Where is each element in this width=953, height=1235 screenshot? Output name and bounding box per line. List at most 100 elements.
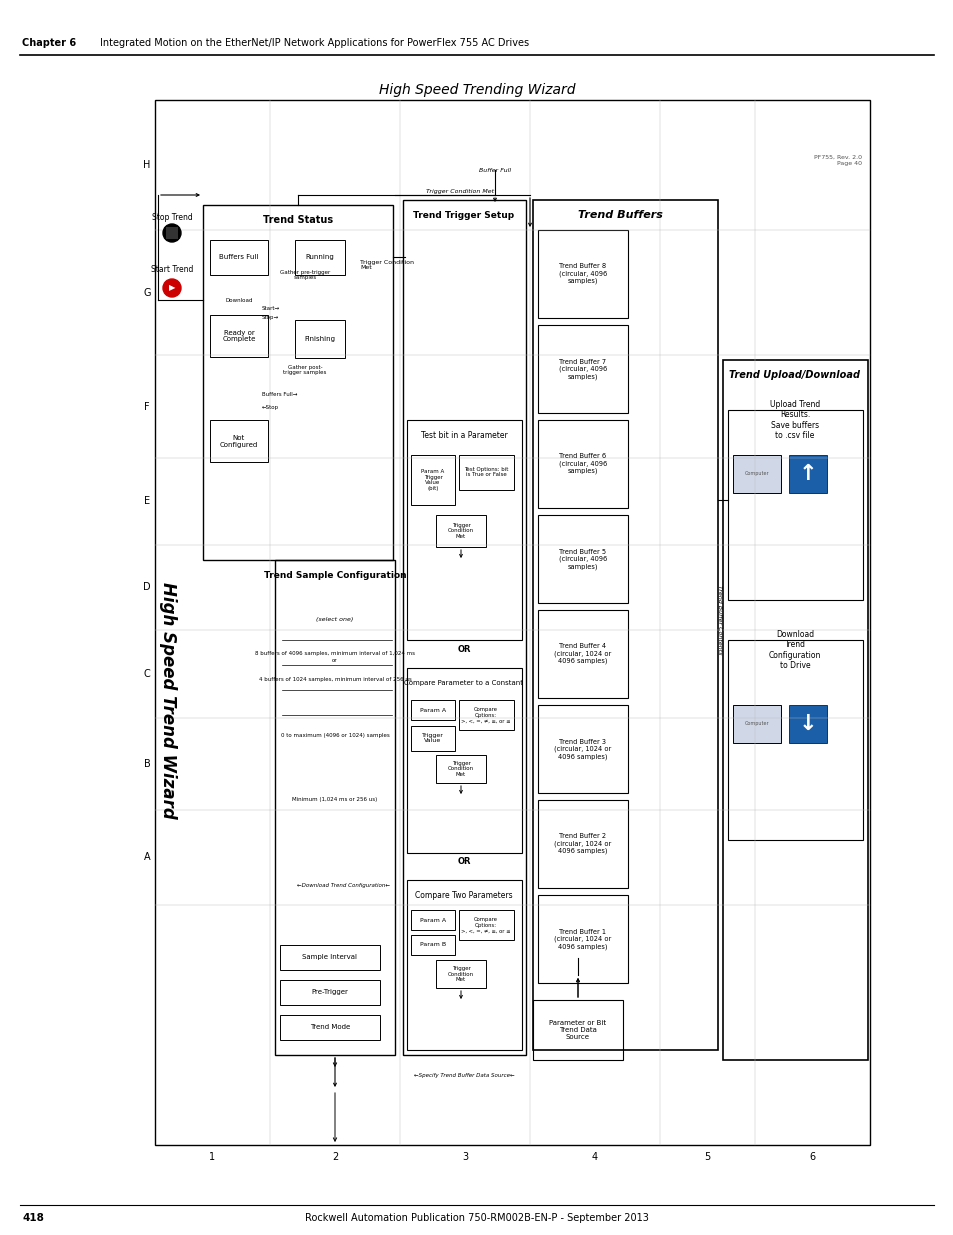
Text: Trigger Condition
Met: Trigger Condition Met xyxy=(359,259,414,270)
Text: E: E xyxy=(144,496,150,506)
Text: Upload Trend
Results.
Save buffers
to .csv file: Upload Trend Results. Save buffers to .c… xyxy=(769,400,820,440)
Text: G: G xyxy=(143,288,151,298)
Text: Trend Status: Trend Status xyxy=(263,215,333,225)
Text: Trigger
Condition
Met: Trigger Condition Met xyxy=(448,761,474,777)
Bar xyxy=(537,705,627,793)
Bar xyxy=(203,205,393,559)
Text: Compare Two Parameters: Compare Two Parameters xyxy=(415,890,513,899)
Text: Trend Buffer Contents: Trend Buffer Contents xyxy=(717,585,721,655)
Text: A: A xyxy=(144,852,151,862)
Text: 3: 3 xyxy=(461,1152,468,1162)
Bar xyxy=(732,454,781,493)
Text: D: D xyxy=(143,583,151,593)
Bar xyxy=(411,700,455,720)
Text: Trigger
Value: Trigger Value xyxy=(421,732,443,743)
Bar xyxy=(458,454,514,490)
Bar xyxy=(411,935,455,955)
Bar xyxy=(436,960,485,988)
Text: B: B xyxy=(144,760,151,769)
Bar xyxy=(407,420,521,640)
Text: Sample Interval: Sample Interval xyxy=(302,953,357,960)
Text: ↓: ↓ xyxy=(798,714,817,734)
Text: Finishing: Finishing xyxy=(304,336,335,342)
Text: Trend Buffer 8
(circular, 4096
samples): Trend Buffer 8 (circular, 4096 samples) xyxy=(558,263,606,284)
Text: Trigger Condition Met: Trigger Condition Met xyxy=(425,189,494,194)
Text: Trend Mode: Trend Mode xyxy=(310,1024,350,1030)
Bar xyxy=(727,410,862,600)
Text: Param B: Param B xyxy=(419,942,446,947)
Text: Integrated Motion on the EtherNet/IP Network Applications for PowerFlex 755 AC D: Integrated Motion on the EtherNet/IP Net… xyxy=(100,38,529,48)
Bar xyxy=(533,200,718,1050)
Text: Buffers Full→: Buffers Full→ xyxy=(262,393,297,398)
Text: Trend Upload/Download: Trend Upload/Download xyxy=(729,370,860,380)
Bar xyxy=(537,895,627,983)
Bar xyxy=(411,726,455,751)
Text: Trend Buffer 1
(circular, 1024 or
4096 samples): Trend Buffer 1 (circular, 1024 or 4096 s… xyxy=(554,929,611,950)
Text: 6: 6 xyxy=(808,1152,815,1162)
Bar xyxy=(458,910,514,940)
Bar xyxy=(407,881,521,1050)
Text: Compare
Options:
>, <, =, ≠, ≥, or ≤: Compare Options: >, <, =, ≠, ≥, or ≤ xyxy=(460,706,510,724)
Circle shape xyxy=(163,279,181,296)
Bar xyxy=(210,420,268,462)
Text: Stop→: Stop→ xyxy=(262,315,279,321)
Text: 4: 4 xyxy=(591,1152,598,1162)
Text: OR: OR xyxy=(456,857,470,867)
Text: 5: 5 xyxy=(703,1152,710,1162)
Bar xyxy=(436,515,485,547)
Bar xyxy=(402,200,525,1055)
Text: Param A: Param A xyxy=(419,708,446,713)
Bar xyxy=(727,640,862,840)
Text: ←Stop: ←Stop xyxy=(262,405,279,410)
Text: Not
Configured: Not Configured xyxy=(219,435,258,447)
Bar xyxy=(436,755,485,783)
Bar xyxy=(788,454,826,493)
Bar xyxy=(280,981,379,1005)
Bar xyxy=(280,945,379,969)
Text: Ready or
Complete: Ready or Complete xyxy=(222,330,255,342)
Text: Param A
Trigger
Value
(bit): Param A Trigger Value (bit) xyxy=(421,469,444,492)
Bar xyxy=(537,325,627,412)
Text: Running: Running xyxy=(305,254,334,261)
Text: Parameter or Bit
Trend Data
Source: Parameter or Bit Trend Data Source xyxy=(549,1020,606,1040)
Text: F: F xyxy=(144,401,150,411)
Bar xyxy=(411,454,455,505)
Text: Trend Buffers: Trend Buffers xyxy=(577,210,661,220)
Text: Buffers Full: Buffers Full xyxy=(219,254,258,261)
Bar xyxy=(280,1015,379,1040)
Text: 4 buffers of 1024 samples, minimum interval of 256 us: 4 buffers of 1024 samples, minimum inter… xyxy=(258,677,411,682)
Text: Trend Buffer 6
(circular, 4096
samples): Trend Buffer 6 (circular, 4096 samples) xyxy=(558,453,606,474)
Text: Param A: Param A xyxy=(419,918,446,923)
Text: Trend Buffer 5
(circular, 4096
samples): Trend Buffer 5 (circular, 4096 samples) xyxy=(558,548,606,569)
Bar xyxy=(533,1000,622,1060)
Text: Trend Buffer 7
(circular, 4096
samples): Trend Buffer 7 (circular, 4096 samples) xyxy=(558,358,606,379)
Text: ↑: ↑ xyxy=(798,464,817,484)
Bar xyxy=(537,230,627,317)
Bar xyxy=(294,320,345,358)
Text: or: or xyxy=(332,657,337,662)
Bar xyxy=(732,705,781,743)
Text: Chapter 6: Chapter 6 xyxy=(22,38,76,48)
Bar xyxy=(274,559,395,1055)
Text: Minimum (1,024 ms or 256 us): Minimum (1,024 ms or 256 us) xyxy=(292,798,377,803)
Text: Gather pre-trigger
samples: Gather pre-trigger samples xyxy=(279,269,330,280)
Bar xyxy=(537,515,627,603)
Text: Trend Buffer 2
(circular, 1024 or
4096 samples): Trend Buffer 2 (circular, 1024 or 4096 s… xyxy=(554,834,611,855)
Text: ←Download Trend Configuration←: ←Download Trend Configuration← xyxy=(296,883,390,888)
Text: ▶: ▶ xyxy=(169,284,175,293)
Text: Download
Trend
Configuration
to Drive: Download Trend Configuration to Drive xyxy=(768,630,821,671)
Text: Test Options: bit
is True or False: Test Options: bit is True or False xyxy=(463,467,508,478)
Text: PF755, Rev. 2.0
Page 40: PF755, Rev. 2.0 Page 40 xyxy=(813,156,862,165)
Bar xyxy=(537,800,627,888)
Text: Compare Parameter to a Constant: Compare Parameter to a Constant xyxy=(404,680,523,685)
Text: Trigger
Condition
Met: Trigger Condition Met xyxy=(448,966,474,982)
Bar xyxy=(537,610,627,698)
Text: Start Trend: Start Trend xyxy=(151,266,193,274)
Text: Trend Trigger Setup: Trend Trigger Setup xyxy=(413,210,514,220)
Text: Trigger
Condition
Met: Trigger Condition Met xyxy=(448,522,474,540)
Bar xyxy=(407,668,521,853)
Text: 0 to maximum (4096 or 1024) samples: 0 to maximum (4096 or 1024) samples xyxy=(280,732,389,737)
Text: OR: OR xyxy=(456,646,470,655)
Text: Trend Buffer 4
(circular, 1024 or
4096 samples): Trend Buffer 4 (circular, 1024 or 4096 s… xyxy=(554,643,611,664)
Text: H: H xyxy=(143,161,151,170)
